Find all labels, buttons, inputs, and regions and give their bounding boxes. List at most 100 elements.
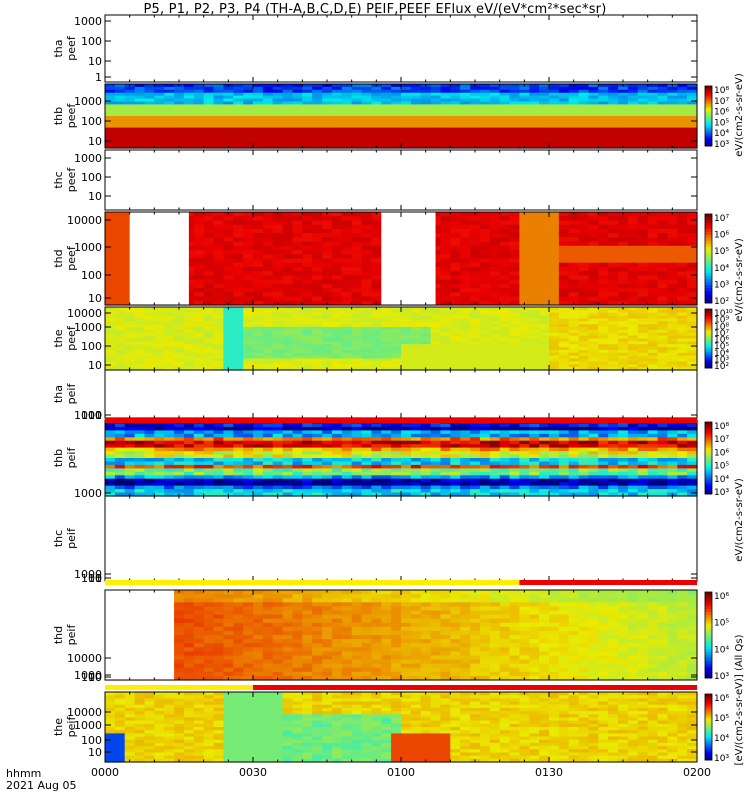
colorbar-title: [eV/(cm2-s-sr-eV)] (All Qs)	[734, 634, 745, 765]
colorbar-tick-label: 10⁸	[714, 86, 729, 96]
panel-label: peef	[65, 35, 78, 61]
panel-label: peif	[65, 383, 78, 405]
y-tick-label: 100	[81, 340, 102, 353]
panel-label: peif	[65, 716, 78, 738]
panel-label: thb	[52, 449, 65, 467]
colorbar-tick-label: 10³	[714, 140, 729, 150]
colorbar-tick-label: 10⁵	[714, 118, 729, 128]
page-title: P5, P1, P2, P3, P4 (TH-A,B,C,D,E) PEIF,P…	[143, 2, 607, 17]
panel-label: thc	[52, 530, 65, 547]
colorbar-tick-label: 10²	[714, 297, 729, 307]
y-tick-label: 1000	[74, 152, 102, 165]
y-tick-label: 100	[81, 269, 102, 282]
colorbar-tick-label: 10⁷	[714, 214, 729, 224]
colorbar-tick-label: 10⁵	[714, 247, 729, 257]
colorbar-tick-label: 10³	[714, 280, 729, 290]
y-tick-label: 1	[95, 71, 102, 84]
panel-label: thd	[52, 626, 65, 644]
colorbar-tick-label: 10⁷	[714, 97, 729, 107]
panel-label: thb	[52, 107, 65, 125]
panel-frame	[104, 495, 698, 582]
colorbar-thb-peif: 10⁸ 10⁷ 10⁶ 10⁵ 10⁴ 10³	[704, 421, 729, 498]
status-flag-bar	[105, 685, 697, 690]
y-tick-label: 10	[88, 671, 102, 684]
data-gap	[129, 212, 189, 305]
y-tick-label: 100	[81, 671, 102, 684]
y-tick-label: 1000	[74, 241, 102, 254]
y-tick-label: 1	[95, 409, 102, 422]
y-tick-label: 1	[95, 572, 102, 585]
colorbar-tick-label: 10⁶	[714, 336, 729, 346]
y-tick-label: 100	[81, 409, 102, 422]
y-tick-label: 1000	[74, 487, 102, 500]
colorbar-tick-label: 10⁹	[714, 316, 729, 326]
panel-frame	[104, 149, 698, 211]
status-flag-segment	[105, 418, 697, 423]
colorbar-tick-label: 10⁴	[714, 349, 729, 359]
panel-frame	[104, 14, 698, 83]
colorbar-tick-label: 10⁴	[714, 645, 729, 655]
colorbar-tick-label: 10⁶	[714, 231, 729, 241]
colorbar-title: eV/(cm2-s-sr-eV)	[734, 73, 745, 157]
data-gap	[381, 212, 436, 305]
y-tick-label: 10000	[67, 307, 102, 320]
y-tick-label: 10	[88, 135, 102, 148]
panel-label: peef	[65, 103, 78, 129]
colorbar-tick-label: 10⁵	[714, 462, 729, 472]
panel-label: tha	[52, 39, 65, 57]
y-tick-label: 10000	[67, 706, 102, 719]
colorbar-tick-label: 10²	[714, 362, 729, 372]
y-tick-label: 10	[88, 359, 102, 372]
panel-frame	[104, 369, 698, 419]
colorbar-tick-label: 10⁷	[714, 329, 729, 339]
y-tick-label: 1000	[74, 409, 102, 422]
panel-thc-peef: 10 100 1000 thc peef	[52, 149, 698, 211]
colorbar-title: eV/(cm2-s-sr-eV)	[734, 238, 745, 322]
y-tick-label: 1000	[74, 15, 102, 28]
colorbar-tick-label: 10⁶	[714, 592, 729, 602]
colorbar-title: eV/(cm2-s-sr-eV)	[734, 478, 745, 562]
y-tick-label: 10	[88, 292, 102, 305]
colorbar-tick-label: 10³	[714, 355, 729, 365]
y-tick-label: 100	[81, 171, 102, 184]
y-tick-label: 10	[88, 746, 102, 759]
panel-tha-peef: 1 10 100 1000 tha peef	[52, 14, 698, 84]
panel-label: the	[52, 329, 65, 347]
colorbar-tick-label: 10⁴	[714, 734, 729, 744]
status-flag-segment	[105, 580, 520, 585]
colorbar-thd-peif: 10⁶ 10⁵ 10⁴ 10³	[704, 591, 729, 682]
colorbar-tick-label: 10⁵	[714, 342, 729, 352]
colorbar-tick-label: 10⁷	[714, 435, 729, 445]
panel-label: peif	[65, 447, 78, 469]
y-tick-label: 10000	[67, 214, 102, 227]
x-tick-label: 0100	[387, 766, 415, 779]
colorbar-tick-label: 10⁴	[714, 475, 729, 485]
y-tick-label: 10	[88, 55, 102, 68]
panel-label: thc	[52, 171, 65, 188]
colorbar-tick-label: 10⁸	[714, 422, 729, 432]
colorbar-tick-label: 10⁵	[714, 714, 729, 724]
colorbar-tick-label: 10³	[714, 488, 729, 498]
data-gap	[105, 590, 175, 680]
y-tick-label: 100	[81, 572, 102, 585]
colorbar-tick-label: 10⁵	[714, 619, 729, 629]
y-tick-label: 10000	[67, 652, 102, 665]
colorbar-thd-peef: 10⁷ 10⁶ 10⁵ 10⁴ 10³ 10²	[704, 213, 729, 307]
panel-label: tha	[52, 385, 65, 403]
x-axis-date-label: 2021 Aug 05	[6, 779, 77, 792]
x-tick-label: 0130	[535, 766, 563, 779]
panel-thb-peif: 10⁸ 10⁷ 10⁶ 10⁵ 10⁴ 10³ 1000 thb peif	[52, 419, 729, 500]
panel-label: peif	[65, 624, 78, 646]
x-tick-label: 0200	[683, 766, 711, 779]
x-tick-label: 0030	[239, 766, 267, 779]
x-tick-label: 0000	[91, 766, 119, 779]
y-tick-label: 1000	[74, 95, 102, 108]
colorbar-tick-label: 10⁶	[714, 448, 729, 458]
